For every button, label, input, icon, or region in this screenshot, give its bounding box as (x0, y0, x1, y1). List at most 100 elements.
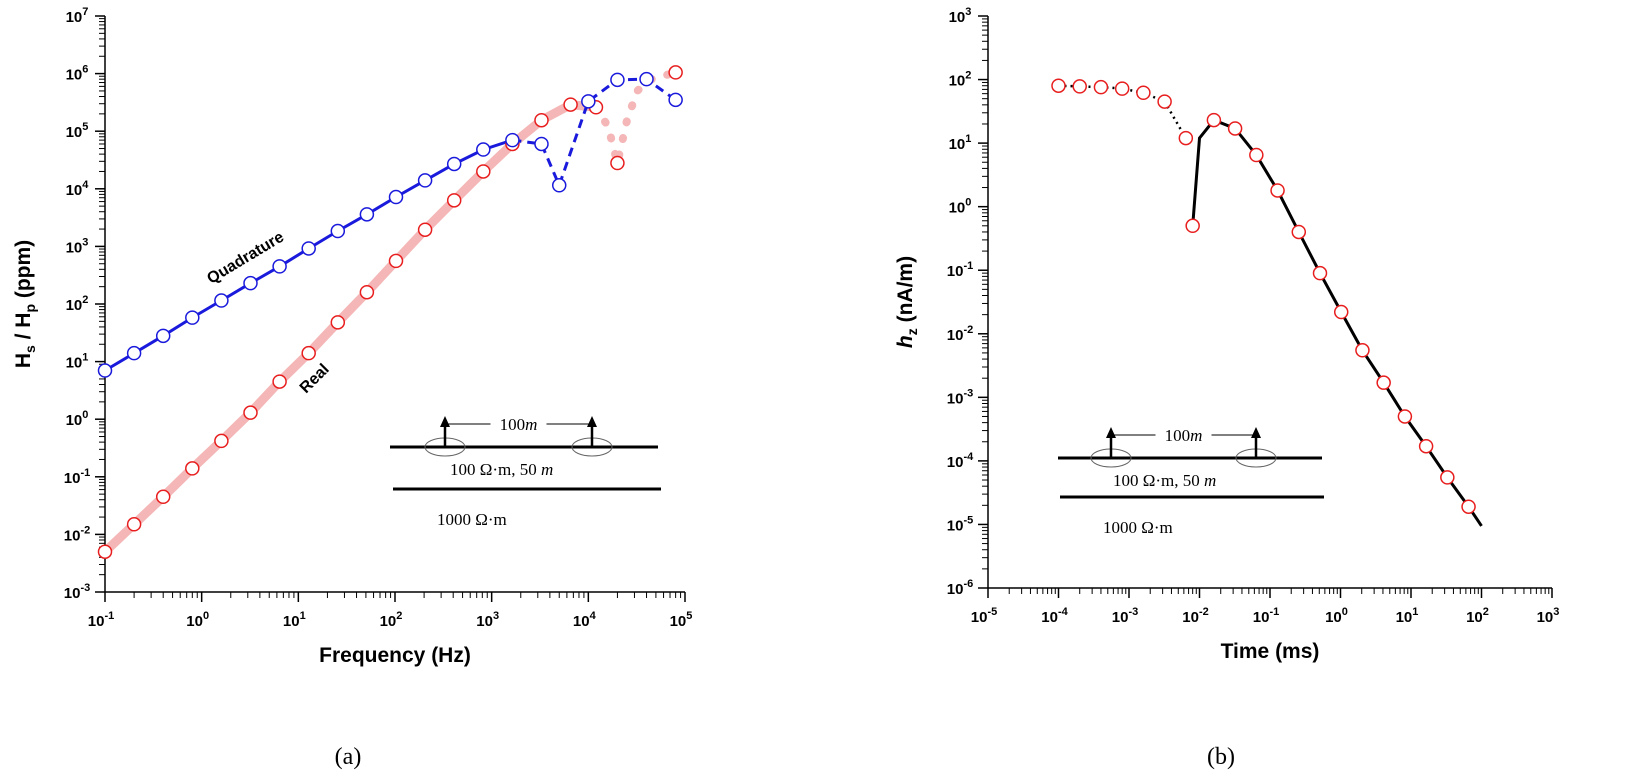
real-data-point (563, 97, 578, 112)
data-point (1355, 343, 1370, 358)
quadrature-data-point (97, 363, 113, 378)
y-tick-label: 105 (66, 121, 89, 141)
x-tick-label: 10-5 (971, 606, 997, 626)
data-point (1291, 224, 1307, 240)
quadrature-data-point (668, 92, 683, 108)
quadrature-data-point (388, 189, 404, 205)
y-axis-title: hz (nA/m) (894, 256, 920, 348)
quadrature-data-point (581, 94, 596, 109)
quadrature-data-point (359, 207, 375, 222)
real-data-point (155, 489, 171, 505)
quadrature-data-point (330, 223, 346, 239)
transmitter-arrow-head (1106, 427, 1116, 438)
y-tick-label: 10-3 (947, 387, 973, 407)
data-point (1227, 121, 1243, 136)
real-data-point (417, 222, 433, 237)
x-axis-title: Frequency (Hz) (319, 644, 471, 667)
y-tick-label: 10-6 (947, 578, 973, 598)
x-tick-label: 10-4 (1041, 606, 1068, 626)
data-point (1157, 94, 1172, 109)
quadrature-data-point (272, 259, 287, 274)
real-series-line (100, 100, 601, 557)
y-tick-label: 10-4 (947, 451, 974, 471)
real-data-point (330, 315, 346, 330)
data-point (1114, 81, 1130, 96)
y-tick-label: 10-1 (64, 467, 90, 487)
y-tick-label: 101 (66, 352, 89, 372)
y-tick-label: 107 (66, 6, 89, 26)
x-tick-label: 10-1 (1253, 606, 1279, 626)
y-tick-label: 102 (66, 294, 89, 314)
real-data-point (272, 374, 287, 389)
data-point (1333, 304, 1349, 320)
data-point (1051, 78, 1066, 93)
data-point (1397, 409, 1413, 424)
real-data-point (388, 253, 404, 269)
real-data-point (476, 164, 491, 179)
real-data-point (214, 433, 229, 449)
y-tick-label: 101 (949, 133, 972, 153)
real-data-point (359, 284, 375, 300)
quadrature-series-dashed (512, 77, 677, 190)
real-data-point (185, 461, 200, 476)
quadrature-data-point (155, 328, 171, 344)
quadrature-data-point (243, 275, 258, 291)
data-point (1376, 375, 1391, 390)
y-tick-label: 102 (949, 70, 972, 90)
data-point (1178, 130, 1194, 146)
x-tick-label: 102 (1466, 606, 1489, 626)
real-data-point (610, 155, 625, 171)
real-data-point (668, 65, 683, 80)
transmitter-arrow-head (440, 416, 450, 427)
data-point (1270, 183, 1285, 198)
y-tick-label: 10-3 (64, 582, 90, 602)
x-tick-label: 101 (1396, 606, 1419, 626)
y-tick-label: 103 (949, 6, 972, 26)
y-tick-label: 106 (66, 64, 89, 84)
quadrature-data-point (476, 142, 491, 157)
data-point (1418, 438, 1434, 454)
real-data-point (97, 544, 113, 559)
data-point (1185, 218, 1200, 234)
layer2-label: 1000 Ω·m (1103, 518, 1173, 537)
quadrature-data-point (126, 345, 142, 361)
distance-label: 100m (1165, 426, 1203, 445)
real-data-point (301, 345, 316, 361)
quadrature-data-point (417, 173, 433, 188)
x-tick-label: 102 (380, 610, 403, 630)
real-data-point (126, 517, 142, 532)
y-axis-title: Hs / Hp (ppm) (12, 240, 38, 368)
quadrature-data-point (214, 293, 229, 308)
real-data-point (243, 405, 258, 420)
quadrature-data-point (301, 241, 316, 256)
panel-caption-a: (a) (335, 744, 362, 770)
quadrature-data-point (551, 178, 567, 193)
layer1-label: 100 Ω·m, 50 m (450, 460, 553, 479)
x-tick-label: 101 (283, 610, 306, 630)
receiver-arrow-head (1251, 427, 1261, 438)
x-tick-label: 103 (476, 610, 499, 630)
real-data-point (446, 193, 462, 208)
distance-label: 100m (500, 415, 538, 434)
y-tick-label: 10-2 (947, 324, 973, 344)
y-tick-label: 100 (949, 197, 972, 217)
panel-a-chart: 10-1 100 101 102 103 104 105 10-3 10-2 10-1 100 101… (12, 6, 692, 770)
data-point (1136, 85, 1151, 101)
data-point (1461, 499, 1476, 514)
x-tick-label: 100 (1325, 606, 1348, 626)
y-tick-label: 10-1 (947, 260, 973, 280)
x-tick-label: 10-3 (1112, 606, 1138, 626)
quadrature-data-point (639, 71, 654, 87)
y-tick-label: 104 (66, 179, 90, 199)
y-tick-label: 10-2 (64, 524, 90, 544)
data-point (1072, 79, 1087, 94)
data-point (1206, 112, 1222, 128)
data-point (1440, 470, 1455, 485)
receiver-arrow-head (587, 416, 597, 427)
quadrature-data-point (610, 72, 625, 88)
data-point (1249, 147, 1264, 163)
real-label: Real (297, 361, 333, 397)
x-tick-label: 104 (573, 610, 597, 630)
data-point (1093, 79, 1109, 95)
